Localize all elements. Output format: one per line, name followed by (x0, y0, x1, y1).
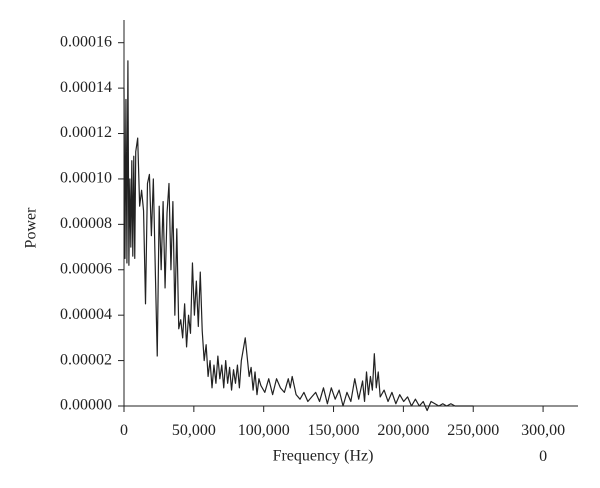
x-tick-label: 250,000 (447, 422, 500, 439)
x-tick-label: 50,000 (171, 422, 216, 439)
y-tick-label: 0.00016 (60, 33, 112, 50)
y-tick-label: 0.00014 (60, 79, 112, 96)
x-tick-label: 150,000 (307, 422, 360, 439)
y-tick-label: 0.00004 (60, 306, 112, 323)
y-tick-label: 0.00000 (60, 397, 112, 414)
x-tick-label: 0 (120, 422, 128, 439)
x-tick-label: 200,000 (377, 422, 430, 439)
y-tick-label: 0.00002 (60, 351, 112, 368)
y-tick-label: 0.00006 (60, 260, 112, 277)
y-axis-label: Power (23, 207, 40, 249)
y-tick-label: 0.00010 (60, 170, 112, 187)
x-axis-label: Frequency (Hz) (273, 448, 374, 465)
line (123, 60, 474, 412)
x-tick-label: 300,00 0 (521, 422, 566, 465)
y-tick-label: 0.00012 (60, 124, 112, 141)
y-tick-label: 0.00008 (60, 215, 112, 232)
x-tick-label: 100,000 (237, 422, 290, 439)
